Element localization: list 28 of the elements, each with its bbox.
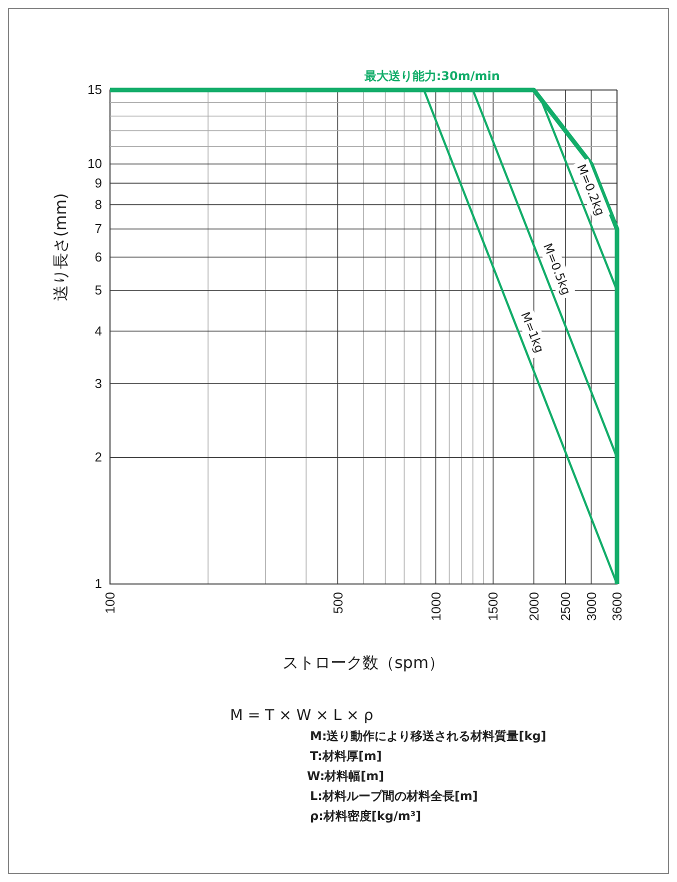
x-tick-label: 100 xyxy=(102,592,118,614)
text: ρ:材料密度[kg/m³] xyxy=(310,809,422,823)
x-tick-label: 2000 xyxy=(526,592,542,621)
y-axis-title: 送り長さ(mm) xyxy=(51,193,70,301)
y-tick-label: 9 xyxy=(94,175,102,190)
y-tick-label: 5 xyxy=(94,282,102,298)
text: L:材料ループ間の材料全長[m] xyxy=(310,789,478,803)
y-tick-label: 6 xyxy=(94,249,102,264)
y-tick-label: 2 xyxy=(94,450,102,465)
y-tick-label: 1 xyxy=(94,576,102,592)
y-tick-label: 10 xyxy=(88,156,102,172)
x-tick-label: 2500 xyxy=(558,592,573,621)
y-tick-label: 4 xyxy=(94,323,102,338)
y-tick-label: 8 xyxy=(94,196,102,212)
x-tick-label: 3600 xyxy=(610,592,625,621)
text: M:送り動作により移送される材料質量[kg] xyxy=(310,729,546,743)
x-tick-label: 3000 xyxy=(584,592,599,621)
x-tick-label: 1000 xyxy=(428,592,444,621)
text: M = T × W × L × ρ xyxy=(230,706,374,724)
y-tick-label: 7 xyxy=(94,221,102,236)
x-tick-label: 1500 xyxy=(486,592,501,621)
y-tick-label: 15 xyxy=(88,82,102,98)
x-tick-label: 500 xyxy=(330,592,346,614)
text: T:材料厚[m] xyxy=(310,749,382,763)
x-axis-title: ストローク数（spm） xyxy=(282,653,445,672)
series-label: 最大送り能力:30m/min xyxy=(363,69,500,83)
y-tick-label: 3 xyxy=(94,376,102,391)
text: W:材料幅[m] xyxy=(307,769,384,783)
